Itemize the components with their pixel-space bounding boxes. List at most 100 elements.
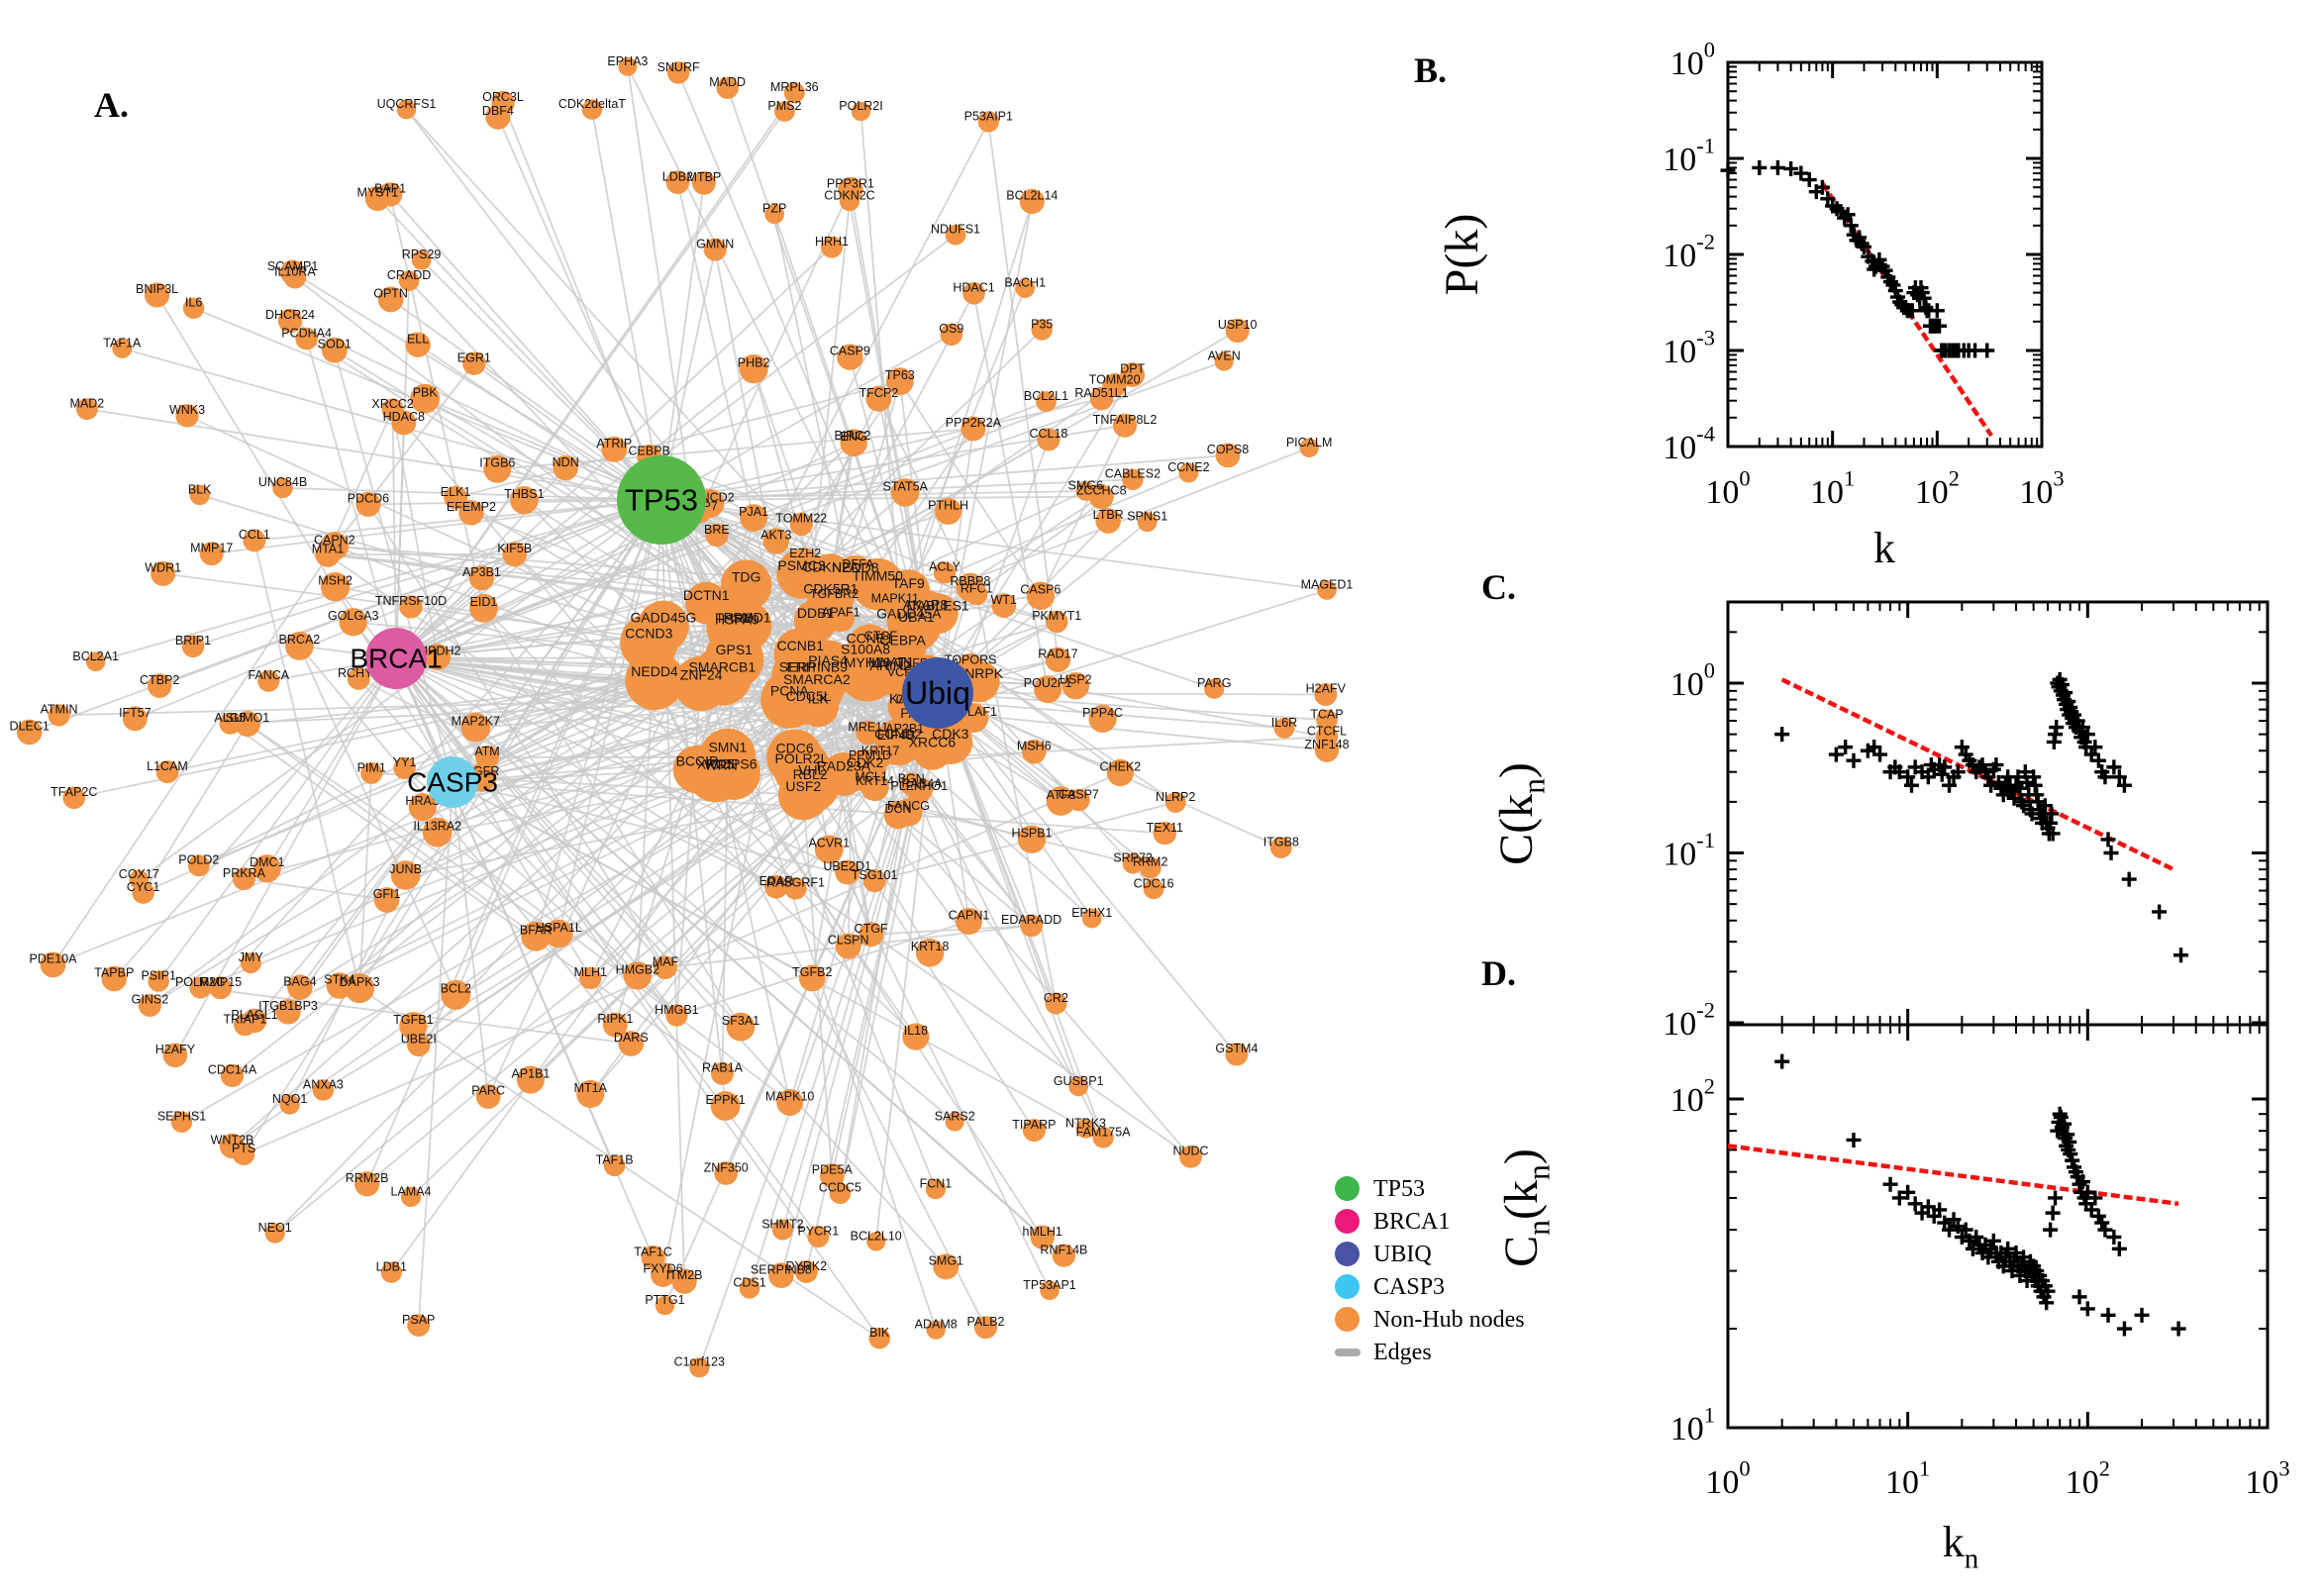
network-node [396,99,417,120]
network-edge [357,677,777,888]
plot-C: 100 10-1 10-2 C(kn) [1490,600,2270,1043]
network-edge [113,657,397,980]
network-node-label: DCN [884,802,911,816]
network-node-label: MAPK10 [765,1090,814,1104]
plot-B: 100 101 102 103 100 10-1 10-2 10-3 10-4 k P(k) [1436,37,2065,572]
network-node [883,800,913,830]
data-point [1950,764,1966,780]
network-node-label: OPTN [373,287,408,301]
network-node-label: PZP [762,202,786,216]
network-edge [660,334,953,501]
data-point [1934,766,1950,782]
network-node [162,1043,188,1068]
network-node [521,921,552,951]
network-node-label: ACLY [929,560,960,574]
data-point [2057,1116,2072,1132]
network-edge [937,692,1328,722]
network-node-label: FXYD6 [643,1262,682,1276]
network-node [835,859,860,885]
network-node-label: JUNB [389,862,422,876]
network-node [553,455,578,481]
scatter-points [1774,671,2189,963]
network-node [1269,837,1292,858]
data-point [2040,1283,2056,1299]
network-node [364,185,391,212]
network-node [219,712,242,735]
network-node-label: HDAC1 [953,281,994,295]
network-node-label: TP53AP1 [1023,1278,1076,1292]
network-node [827,605,855,633]
network-node [777,769,829,821]
network-node-label: EPHX1 [1071,906,1112,920]
network-node [399,1012,428,1041]
network-edge [219,499,662,989]
network-node-label: HMGB1 [655,1003,699,1017]
network-node [1045,647,1070,673]
network-node [380,1261,402,1283]
network-node [75,398,98,421]
network-node-label: L1CAM [147,759,188,773]
network-node [1273,718,1295,739]
network-node [945,224,966,246]
data-point [2103,846,2119,860]
network-node [257,669,280,692]
network-node [510,486,539,515]
network-node-label: AP3B1 [462,565,501,579]
network-node-label: H2AFY [155,1043,196,1056]
network-node-label: RIPK1 [597,1012,633,1026]
network-node [1299,438,1319,457]
network-node [977,111,999,133]
network-node [1112,413,1138,438]
network-node [1022,739,1047,764]
data-point [2134,1307,2150,1323]
network-node [962,282,985,305]
legend-dot-icon [1335,1242,1360,1266]
network-node [1017,825,1047,853]
network-node [1316,709,1338,732]
network-node [618,1031,645,1056]
network-node [264,1223,285,1244]
network-node [1225,1043,1249,1066]
network-node-label: DLEC1 [10,720,50,734]
network-node-label: RAB1A [702,1061,744,1075]
hub-node-brca1 [365,628,427,689]
network-node [771,1219,793,1241]
network-node-label: MNAT1 [868,653,915,669]
network-node [705,523,729,548]
network-node [1106,758,1134,787]
network-node-label: NDN [553,455,579,469]
network-node [275,999,301,1025]
network-node [101,965,128,992]
network-node-label: BCCIP [676,753,719,769]
network-node-label: CYC1 [127,880,159,894]
network-edge [327,553,1192,1158]
network-node-label: PSMD1 [723,609,770,625]
y-tick-label: 10-1 [1663,828,1715,873]
network-node-label: WNK3 [169,403,205,417]
network-node-label: NUDC [1172,1145,1208,1158]
data-point [1828,747,1844,762]
network-node [339,608,367,637]
network-node-label: S100A8 [841,641,890,656]
data-point [1872,747,1888,762]
network-node [295,328,318,350]
panel-d-label: D. [1481,953,1516,993]
network-node-label: FANCG [887,799,930,813]
network-node-label: TSG101 [852,868,898,882]
network-node-label: C1orf123 [674,1355,725,1369]
data-point [1900,1184,1916,1200]
network-node-label: CCNE2 [1167,460,1209,474]
data-point [2087,740,2103,755]
network-node-label: UBE2I [401,1033,437,1047]
data-point [1774,1053,1790,1069]
network-node-label: DMC1 [250,855,284,869]
network-node-label: CDS1 [733,1276,765,1290]
data-point [1846,752,1862,768]
network-node-label: IL6 [185,296,202,310]
network-node [845,557,871,583]
network-node-label: MMP17 [190,541,233,554]
network-node-label: SERPINB9 [779,658,848,674]
data-point [1900,769,1916,785]
plots-panel: 100 101 102 103 100 10-1 10-2 10-3 10-4 k P(k) 100 1… [1366,0,2323,1596]
network-node-label: PALB2 [967,1315,1005,1329]
